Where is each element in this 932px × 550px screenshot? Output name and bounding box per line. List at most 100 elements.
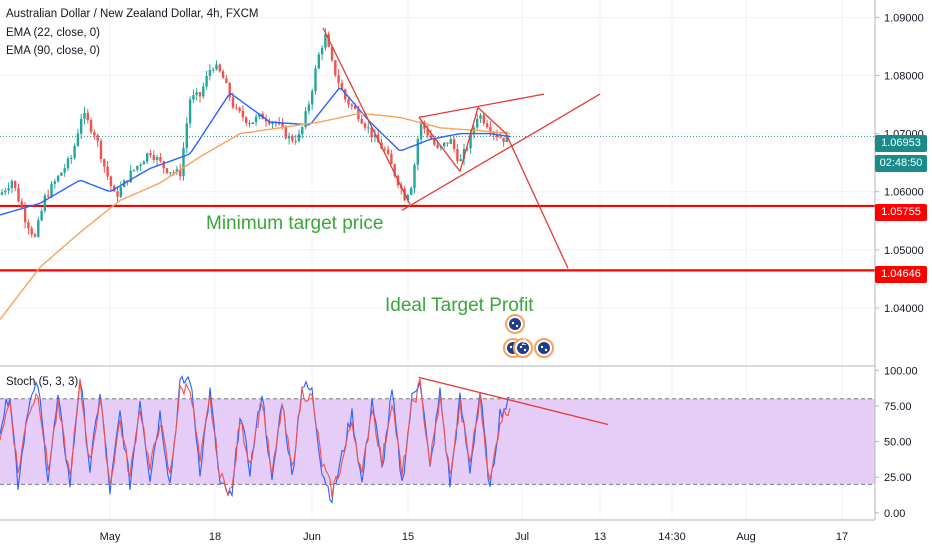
candle-body <box>314 68 317 92</box>
stoch-tick-label: 75.00 <box>884 401 912 413</box>
candle-body <box>20 201 23 209</box>
candle-body <box>172 172 175 174</box>
current-price-tag: 1.06953 <box>875 135 927 152</box>
candle-body <box>43 195 47 211</box>
y-tick-label: 1.05000 <box>884 245 924 257</box>
candle-body <box>56 175 60 182</box>
candle-body <box>136 165 139 170</box>
candle-body <box>350 104 353 107</box>
event-badge[interactable] <box>505 314 525 334</box>
candle-body <box>76 133 80 146</box>
candle-body <box>489 127 492 133</box>
stoch-axis[interactable]: 100.00 75.00 50.00 25.00 0.00 <box>875 365 918 520</box>
symbol-legend[interactable]: Australian Dollar / New Zealand Dollar, … <box>6 8 259 20</box>
candle-body <box>390 154 393 165</box>
y-tick-label: 1.09000 <box>884 12 924 24</box>
ema90-line[interactable] <box>0 112 511 320</box>
stoch-pane[interactable] <box>0 375 875 504</box>
x-tick-label: 14:30 <box>658 531 686 543</box>
stoch-legend[interactable]: Stoch (5, 3, 3) <box>6 376 79 388</box>
x-tick-label: Aug <box>736 531 756 543</box>
candle-body <box>287 136 291 139</box>
candle-body <box>251 122 254 124</box>
candle-body <box>344 89 347 100</box>
candle-body <box>66 158 70 169</box>
candle-body <box>482 115 485 124</box>
grid <box>0 0 875 520</box>
candle-body <box>241 110 245 118</box>
price-pane[interactable] <box>0 27 875 320</box>
candle-body <box>192 95 195 100</box>
candle-body <box>433 139 436 145</box>
candle-body <box>462 149 466 160</box>
flag-star <box>515 324 519 328</box>
candle-body <box>360 118 363 124</box>
event-badge[interactable] <box>534 338 554 358</box>
y-tick-label: 1.06000 <box>884 187 924 199</box>
ideal-target-annotation[interactable]: Ideal Target Profit <box>385 295 534 316</box>
candle-body <box>218 64 221 72</box>
x-tick-label: 18 <box>209 531 221 543</box>
price-axis[interactable]: 1.090001.080001.070001.060001.050001.040… <box>875 12 924 315</box>
candle-body <box>182 147 185 177</box>
candle-body <box>410 188 413 195</box>
stoch-band <box>0 398 875 485</box>
candle-body <box>238 107 241 111</box>
candle-body <box>185 123 188 148</box>
candle-body <box>370 127 373 138</box>
candle-body <box>320 47 324 55</box>
ema90-legend[interactable]: EMA (90, close, 0) <box>6 45 100 57</box>
candle-body <box>146 153 149 162</box>
candle-body <box>393 164 396 176</box>
candle-body <box>70 157 73 159</box>
flag-star <box>511 321 515 325</box>
candle-body <box>324 34 327 48</box>
trendline-drawing[interactable] <box>418 116 461 172</box>
trendline-drawing[interactable] <box>401 93 601 211</box>
candle-body <box>27 222 30 229</box>
candle-body <box>188 99 192 124</box>
candle-body <box>476 118 479 128</box>
candle-body <box>73 145 76 158</box>
trendline-drawing[interactable] <box>477 107 507 135</box>
candle-body <box>215 64 218 70</box>
ema22-legend[interactable]: EMA (22, close, 0) <box>6 27 100 39</box>
minimum-target-annotation[interactable]: Minimum target price <box>206 213 384 234</box>
candle-body <box>278 123 281 125</box>
ema22-line[interactable] <box>0 87 511 216</box>
economic-events[interactable]: 2 <box>503 314 554 358</box>
x-tick-label: Jul <box>515 531 529 543</box>
time-axis[interactable]: May 18 Jun 15 Jul 13 14:30 Aug 17 <box>100 531 849 543</box>
candle-body <box>63 168 66 173</box>
candle-body <box>311 91 314 105</box>
candle-body <box>103 159 106 167</box>
candle-body <box>363 123 367 128</box>
candle-body <box>80 118 83 134</box>
y-tick-label: 1.04000 <box>884 303 924 315</box>
x-tick-label: 17 <box>836 531 848 543</box>
candle-body <box>271 122 274 124</box>
candle-body <box>198 92 202 97</box>
candle-body <box>50 183 53 197</box>
event-badge[interactable]: 2 <box>513 337 533 358</box>
trendline-drawing[interactable] <box>505 133 569 269</box>
candle-body <box>179 169 182 177</box>
candle-body <box>139 164 142 166</box>
stoch-trendline-drawing[interactable] <box>418 376 609 426</box>
candle-body <box>212 69 215 71</box>
stoch-d-line[interactable] <box>0 378 511 498</box>
y-tick-label: 1.08000 <box>884 71 924 83</box>
candle-body <box>254 116 258 123</box>
candle-body <box>155 157 159 161</box>
candle-body <box>419 121 423 140</box>
candle-body <box>248 122 251 124</box>
trendline-drawing[interactable] <box>418 93 545 118</box>
trendline-drawing[interactable] <box>459 107 479 172</box>
candle-body <box>86 112 89 121</box>
candle-body <box>469 133 472 149</box>
trendline-drawing[interactable] <box>322 27 411 205</box>
candle-body <box>0 192 4 195</box>
candle-body <box>235 107 238 109</box>
candle-body <box>165 168 169 174</box>
